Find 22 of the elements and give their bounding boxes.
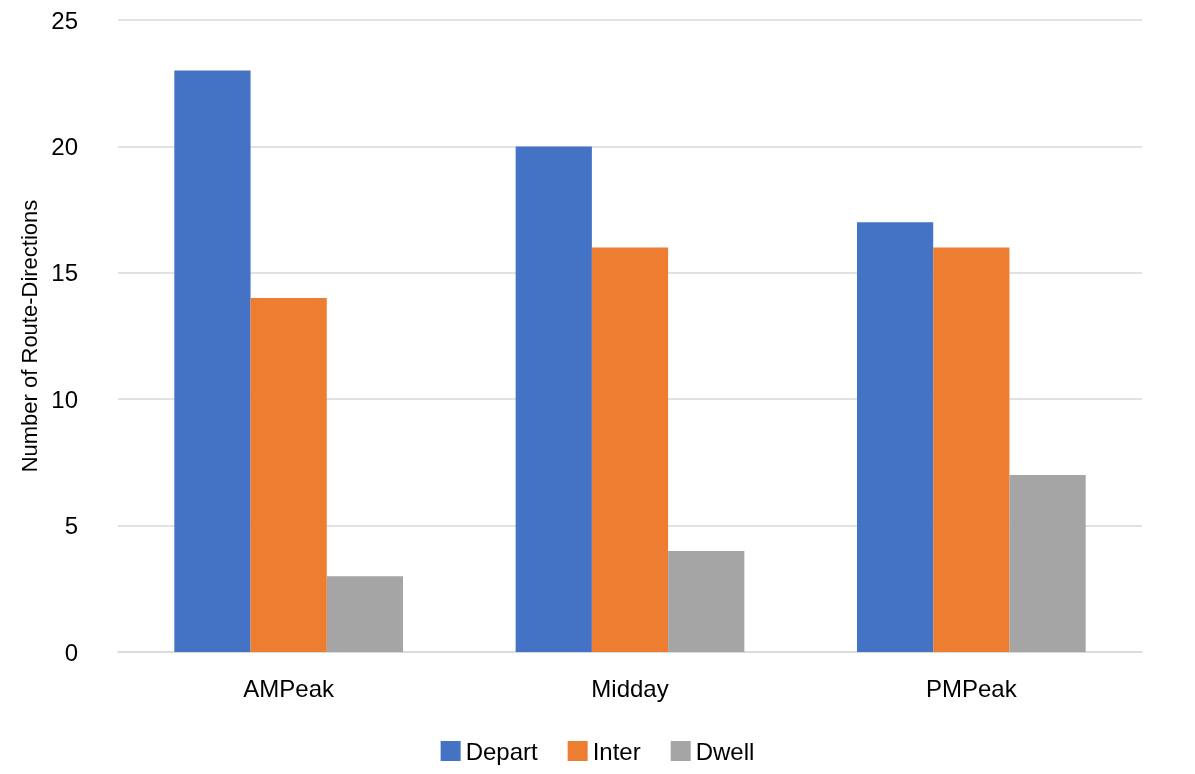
x-tick-label: PMPeak bbox=[925, 674, 1018, 702]
y-tick-label: 25 bbox=[51, 6, 78, 34]
y-tick-label: 10 bbox=[51, 385, 78, 413]
bar bbox=[668, 550, 745, 652]
y-tick-label: 0 bbox=[64, 638, 78, 666]
bar bbox=[326, 576, 404, 652]
bar bbox=[591, 247, 669, 652]
legend-label: Inter bbox=[592, 737, 641, 765]
legend-label: Dwell bbox=[695, 737, 755, 765]
y-axis-title: Number of Route-Directions bbox=[16, 199, 42, 473]
y-tick-label: 20 bbox=[51, 132, 78, 160]
bar bbox=[933, 247, 1010, 652]
y-tick-label: 15 bbox=[51, 259, 78, 287]
bar bbox=[856, 222, 934, 652]
bar bbox=[250, 298, 327, 652]
x-tick-label: AMPeak bbox=[243, 674, 336, 702]
legend-label: Depart bbox=[465, 737, 538, 765]
y-tick-label: 5 bbox=[64, 512, 78, 540]
bar bbox=[1009, 475, 1086, 652]
bar bbox=[515, 146, 592, 652]
bar bbox=[174, 70, 251, 652]
x-tick-label: Midday bbox=[591, 674, 669, 702]
